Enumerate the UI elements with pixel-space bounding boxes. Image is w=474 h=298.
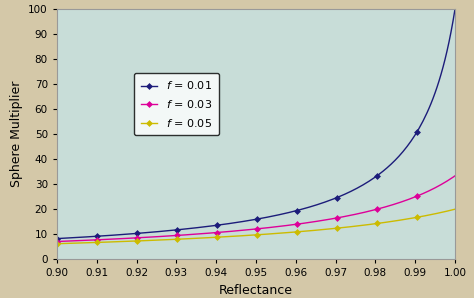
$f$ = 0.01 (70, 236, 76, 240)
$f$ = 0.03 (70, 239, 76, 243)
$f$ = 0.01 (452, 7, 458, 11)
$f$ = 0.05 (160, 238, 166, 242)
Line: $f$ = 0.03: $f$ = 0.03 (55, 174, 457, 243)
X-axis label: Reflectance: Reflectance (219, 284, 293, 297)
Y-axis label: Sphere Multiplier: Sphere Multiplier (9, 81, 23, 187)
$f$ = 0.05 (418, 215, 424, 218)
$f$ = 0.05 (78, 241, 84, 245)
$f$ = 0.03 (54, 240, 60, 243)
$f$ = 0.01 (432, 91, 438, 95)
$f$ = 0.05 (128, 239, 134, 243)
$f$ = 0.01 (160, 229, 166, 233)
$f$ = 0.03 (78, 239, 84, 242)
$f$ = 0.05 (432, 212, 438, 215)
$f$ = 0.03 (452, 174, 458, 178)
$f$ = 0.01 (128, 232, 134, 236)
$f$ = 0.03 (160, 235, 166, 238)
Line: $f$ = 0.01: $f$ = 0.01 (55, 7, 457, 241)
$f$ = 0.05 (70, 241, 76, 245)
$f$ = 0.01 (54, 237, 60, 240)
$f$ = 0.05 (54, 242, 60, 246)
$f$ = 0.01 (78, 235, 84, 239)
$f$ = 0.01 (418, 123, 424, 127)
$f$ = 0.03 (128, 236, 134, 240)
Line: $f$ = 0.05: $f$ = 0.05 (55, 207, 457, 246)
$f$ = 0.03 (418, 193, 424, 196)
$f$ = 0.03 (432, 186, 438, 190)
$f$ = 0.05 (452, 207, 458, 211)
Legend: $f$ = 0.01, $f$ = 0.03, $f$ = 0.05: $f$ = 0.01, $f$ = 0.03, $f$ = 0.05 (134, 73, 219, 135)
